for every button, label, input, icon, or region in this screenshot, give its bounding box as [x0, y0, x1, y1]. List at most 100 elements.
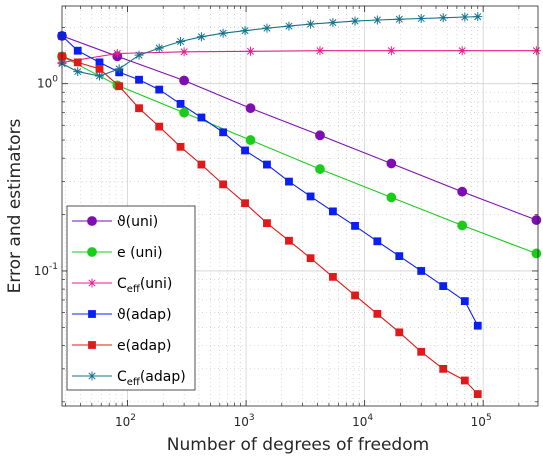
data-point [179, 75, 190, 86]
data-point [285, 177, 293, 186]
legend-label: e(adap) [117, 338, 171, 354]
data-point [263, 160, 271, 169]
data-point [417, 347, 426, 356]
data-point [394, 14, 404, 24]
data-point [114, 64, 124, 74]
plot-frame [61, 5, 539, 407]
data-point [197, 160, 206, 169]
legend-entry: ϑ(uni) [72, 214, 158, 230]
data-point [73, 58, 82, 67]
data-point [179, 107, 190, 118]
x-tick-label-base: 10 [234, 415, 249, 429]
data-point [219, 128, 228, 137]
data-point [240, 26, 250, 36]
data-point [284, 21, 294, 31]
legend-label: ϑ(uni) [117, 214, 158, 230]
legend-marker [87, 371, 97, 381]
y-tick-label-base: 10 [34, 264, 49, 278]
data-point [112, 48, 122, 58]
data-point [196, 32, 206, 42]
data-point [262, 23, 272, 33]
data-point [531, 215, 542, 225]
legend-label: e (uni) [117, 245, 163, 261]
series-e-adap-4 [58, 52, 482, 398]
data-point [531, 46, 541, 56]
x-tick-label-exponent: 3 [249, 413, 255, 423]
data-point [315, 164, 325, 174]
data-point [241, 146, 249, 155]
legend-label-subscript: eff [127, 377, 141, 388]
data-point [457, 220, 468, 231]
legend-label-main: e(adap) [117, 338, 171, 354]
y-tick-label: 100 [37, 75, 58, 91]
series-line [61, 50, 537, 63]
data-point [460, 297, 469, 306]
series-e-uni-1 [57, 51, 542, 259]
legend-label: ϑ(adap) [117, 307, 172, 323]
legend-label-subscript: eff [127, 284, 141, 295]
data-point [457, 46, 467, 56]
data-point [439, 282, 448, 291]
data-point [438, 13, 448, 23]
legend-label-main: ϑ [117, 214, 126, 230]
legend-label-main: e (uni) [117, 245, 163, 261]
data-point [373, 237, 382, 246]
x-tick-label-base: 10 [471, 415, 486, 429]
data-point [241, 199, 249, 208]
x-tick-labels: 102 103 104 105 [115, 413, 492, 429]
data-point [386, 46, 396, 56]
x-tick-label-base: 10 [115, 415, 130, 429]
legend-entry: e (uni) [72, 245, 163, 261]
x-tick-label: 104 [352, 413, 373, 429]
data-point [329, 207, 337, 216]
data-point [94, 71, 104, 81]
legend-entry: Ceff(uni) [72, 276, 172, 295]
legend-marker [87, 278, 97, 288]
data-point [245, 103, 256, 114]
data-point [246, 46, 256, 56]
data-point [315, 46, 325, 56]
legend-label-tail: (uni) [126, 214, 159, 230]
x-tick-label-base: 10 [352, 415, 367, 429]
data-point [373, 309, 382, 318]
legend-label-tail: (uni) [140, 276, 173, 292]
data-point [460, 376, 469, 385]
data-point [531, 248, 542, 259]
x-tick-label-exponent: 5 [486, 413, 492, 423]
data-point [328, 18, 338, 28]
data-point [460, 12, 470, 22]
x-tick-label: 102 [115, 413, 136, 429]
data-point [439, 364, 448, 373]
data-point [155, 85, 164, 94]
legend-label-main: C [117, 276, 127, 292]
x-axis-label: Number of degrees of freedom [167, 435, 429, 455]
data-point [473, 321, 482, 330]
data-point [386, 158, 397, 169]
legend-marker [87, 216, 97, 226]
data-point [73, 46, 82, 55]
data-point [115, 82, 124, 91]
series-ceff-adap-5 [57, 12, 483, 81]
data-point [473, 12, 483, 22]
data-point [179, 47, 189, 57]
data-point [245, 135, 256, 145]
legend-label: Ceff(uni) [117, 276, 172, 295]
ticks-layer [62, 6, 538, 406]
legend-entry: ϑ(adap) [72, 307, 172, 323]
data-point [219, 180, 228, 189]
data-point [155, 122, 164, 131]
data-point [329, 272, 337, 281]
data-point [372, 15, 382, 25]
x-tick-label: 103 [234, 413, 255, 429]
data-point [473, 390, 482, 398]
legend-box [66, 205, 196, 391]
data-point [351, 291, 359, 300]
x-tick-label: 105 [471, 413, 492, 429]
y-axis-label: Error and estimators [5, 118, 25, 293]
data-point [135, 104, 143, 113]
data-point [176, 37, 186, 47]
series-line [61, 35, 537, 221]
data-point [218, 28, 228, 38]
